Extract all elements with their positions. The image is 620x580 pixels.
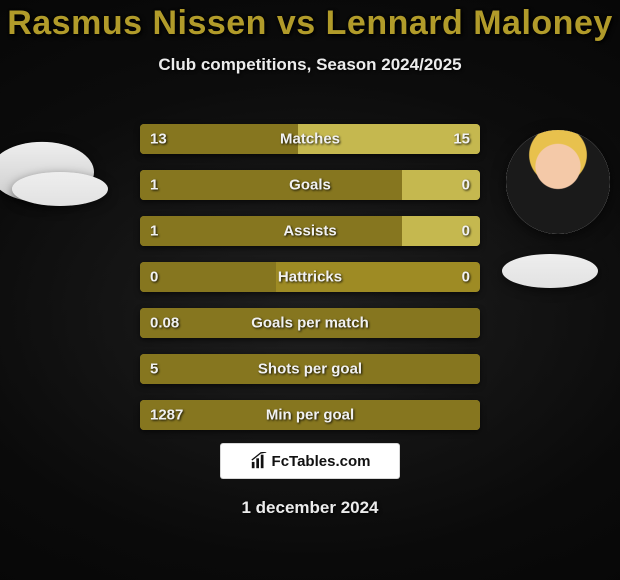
brand-text: FcTables.com	[272, 453, 371, 470]
stat-value-right: 0	[462, 269, 470, 286]
stat-row: 0.08 Goals per match	[140, 308, 480, 338]
stat-value-right: 0	[462, 223, 470, 240]
stat-label: Goals per match	[251, 315, 369, 332]
stat-value-right: 0	[462, 177, 470, 194]
stat-label: Hattricks	[278, 269, 342, 286]
stat-value-left: 1	[150, 223, 158, 240]
stat-value-left: 0	[150, 269, 158, 286]
stat-row: 5 Shots per goal	[140, 354, 480, 384]
stat-value-left: 5	[150, 361, 158, 378]
stat-label: Matches	[280, 131, 340, 148]
stat-row: 0 0 Hattricks	[140, 262, 480, 292]
stat-value-left: 0.08	[150, 315, 179, 332]
stat-value-left: 1	[150, 177, 158, 194]
stat-label: Goals	[289, 177, 331, 194]
page-subtitle: Club competitions, Season 2024/2025	[158, 55, 461, 75]
bar-segment-left	[140, 216, 402, 246]
stat-label: Min per goal	[266, 407, 354, 424]
brand-box: FcTables.com	[221, 444, 399, 478]
stat-row: 1 0 Assists	[140, 216, 480, 246]
stat-label: Shots per goal	[258, 361, 362, 378]
content-root: Rasmus Nissen vs Lennard Maloney Club co…	[0, 0, 620, 580]
date-label: 1 december 2024	[241, 498, 378, 518]
stat-label: Assists	[283, 223, 336, 240]
stat-row: 1 0 Goals	[140, 170, 480, 200]
stat-row: 1287 Min per goal	[140, 400, 480, 430]
player-right-face-placeholder	[506, 130, 610, 234]
team-badge-left	[12, 172, 108, 206]
comparison-bars: 13 15 Matches 1 0 Goals 1 0 Assists 0 0 Hattricks 0.…	[140, 124, 480, 430]
stat-row: 13 15 Matches	[140, 124, 480, 154]
player-right-avatar	[506, 130, 610, 234]
brand-chart-icon	[250, 452, 268, 470]
stat-value-right: 15	[453, 131, 470, 148]
page-title: Rasmus Nissen vs Lennard Maloney	[7, 4, 613, 43]
stat-value-left: 1287	[150, 407, 183, 424]
team-badge-right	[502, 254, 598, 288]
bar-segment-left	[140, 170, 402, 200]
bar-segment-left	[140, 262, 276, 292]
stat-value-left: 13	[150, 131, 167, 148]
